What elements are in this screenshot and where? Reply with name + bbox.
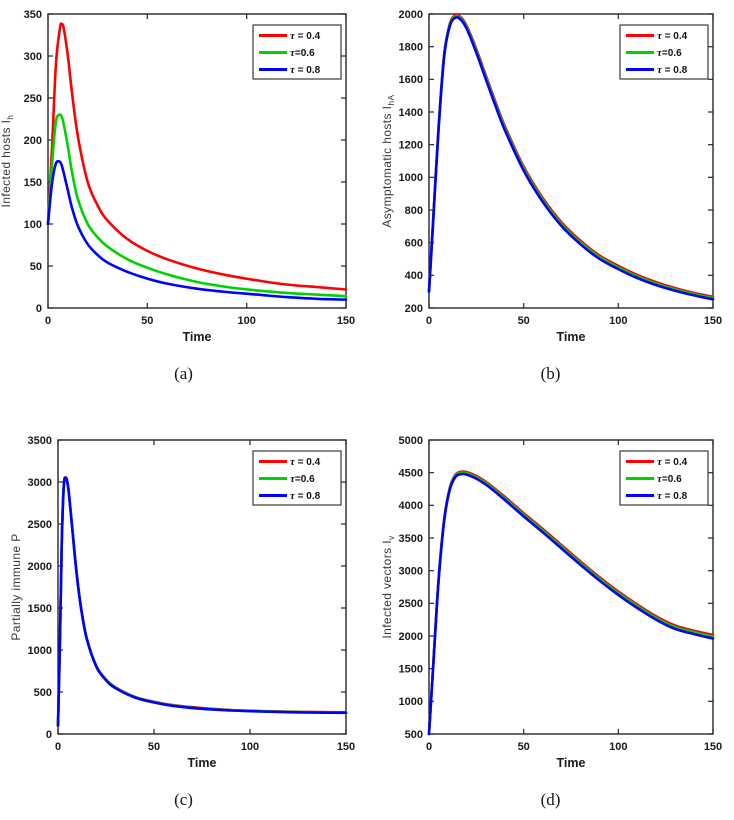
svg-text:Infected vectors Iv: Infected vectors Iv (380, 535, 396, 639)
caption-d: (d) (540, 790, 561, 809)
panel-b: 0 50 100 150 200 400 600 800 1000 1200 1400 1600 180… (367, 0, 734, 400)
svg-text:0: 0 (36, 303, 42, 315)
svg-text:Time: Time (557, 756, 586, 770)
svg-text:4000: 4000 (399, 500, 423, 512)
panel-c: 0 50 100 150 0 500 1000 1500 2000 2500 3000 3500 τ =… (0, 400, 367, 820)
svg-text:Asymptomatic hosts IhA: Asymptomatic hosts IhA (380, 94, 396, 227)
svg-text:50: 50 (518, 741, 530, 753)
svg-text:τ = 0.8: τ = 0.8 (290, 64, 321, 76)
chart-asymptomatic-hosts: 0 50 100 150 200 400 600 800 1000 1200 1400 1600 180… (380, 9, 722, 344)
svg-text:3000: 3000 (399, 566, 423, 578)
caption-b: (b) (540, 364, 561, 383)
svg-text:τ=0.6: τ=0.6 (290, 47, 315, 59)
svg-text:300: 300 (24, 51, 42, 63)
svg-text:150: 150 (337, 315, 355, 327)
svg-text:Time: Time (188, 756, 217, 770)
svg-text:4500: 4500 (399, 468, 423, 480)
svg-text:2500: 2500 (28, 519, 52, 531)
svg-text:2000: 2000 (399, 9, 423, 21)
svg-text:100: 100 (24, 219, 42, 231)
svg-text:τ = 0.8: τ = 0.8 (657, 64, 688, 76)
svg-text:0: 0 (55, 741, 61, 753)
svg-text:0: 0 (46, 729, 52, 741)
svg-text:250: 250 (24, 93, 42, 105)
svg-text:0: 0 (426, 315, 432, 327)
svg-text:τ = 0.8: τ = 0.8 (657, 490, 688, 502)
svg-text:100: 100 (241, 741, 259, 753)
svg-text:τ=0.6: τ=0.6 (657, 473, 682, 485)
svg-text:3500: 3500 (399, 533, 423, 545)
svg-text:2500: 2500 (399, 598, 423, 610)
panel-a: 0 50 100 150 0 50 100 150 200 250 300 350 τ = 0.4 τ=0… (0, 0, 367, 400)
caption-a: (a) (174, 364, 193, 383)
svg-text:3500: 3500 (28, 435, 52, 447)
svg-text:50: 50 (148, 741, 160, 753)
svg-text:τ = 0.4: τ = 0.4 (657, 456, 688, 468)
svg-text:100: 100 (609, 741, 627, 753)
svg-text:1000: 1000 (399, 172, 423, 184)
svg-text:Partially immune P: Partially immune P (9, 533, 23, 640)
svg-text:200: 200 (405, 303, 423, 315)
svg-text:150: 150 (24, 177, 42, 189)
svg-text:400: 400 (405, 270, 423, 282)
svg-text:Infected hosts Ih: Infected hosts Ih (0, 115, 15, 208)
svg-text:1500: 1500 (28, 603, 52, 615)
svg-text:200: 200 (24, 135, 42, 147)
svg-text:1500: 1500 (399, 664, 423, 676)
svg-text:1000: 1000 (399, 696, 423, 708)
svg-text:150: 150 (704, 741, 722, 753)
svg-text:500: 500 (34, 687, 52, 699)
svg-text:3000: 3000 (28, 477, 52, 489)
panel-d: 0 50 100 150 500 1000 1500 2000 2500 3000 3500 4000… (367, 400, 734, 820)
svg-text:50: 50 (518, 315, 530, 327)
svg-text:50: 50 (30, 261, 42, 273)
caption-c: (c) (174, 790, 193, 809)
svg-text:τ=0.6: τ=0.6 (290, 473, 315, 485)
svg-text:τ = 0.4: τ = 0.4 (290, 456, 321, 468)
svg-text:1000: 1000 (28, 645, 52, 657)
svg-text:2000: 2000 (399, 631, 423, 643)
svg-text:350: 350 (24, 9, 42, 21)
chart-infected-vectors: 0 50 100 150 500 1000 1500 2000 2500 3000 3500 4000… (380, 435, 722, 770)
svg-text:1200: 1200 (399, 140, 423, 152)
svg-text:Time: Time (557, 330, 586, 344)
svg-text:τ=0.6: τ=0.6 (657, 47, 682, 59)
svg-text:1600: 1600 (399, 74, 423, 86)
svg-text:100: 100 (238, 315, 256, 327)
svg-text:5000: 5000 (399, 435, 423, 447)
svg-text:600: 600 (405, 238, 423, 250)
svg-text:τ = 0.8: τ = 0.8 (290, 490, 321, 502)
svg-text:0: 0 (426, 741, 432, 753)
svg-text:150: 150 (704, 315, 722, 327)
svg-text:1800: 1800 (399, 42, 423, 54)
svg-text:100: 100 (609, 315, 627, 327)
svg-text:1400: 1400 (399, 107, 423, 119)
svg-text:Time: Time (183, 330, 212, 344)
svg-text:2000: 2000 (28, 561, 52, 573)
svg-text:500: 500 (405, 729, 423, 741)
svg-text:50: 50 (141, 315, 153, 327)
svg-text:150: 150 (337, 741, 355, 753)
svg-text:τ = 0.4: τ = 0.4 (657, 30, 688, 42)
svg-text:τ = 0.4: τ = 0.4 (290, 30, 321, 42)
chart-infected-hosts: 0 50 100 150 0 50 100 150 200 250 300 350 τ = 0.4 τ=0… (0, 9, 355, 344)
svg-text:0: 0 (45, 315, 51, 327)
svg-text:800: 800 (405, 205, 423, 217)
